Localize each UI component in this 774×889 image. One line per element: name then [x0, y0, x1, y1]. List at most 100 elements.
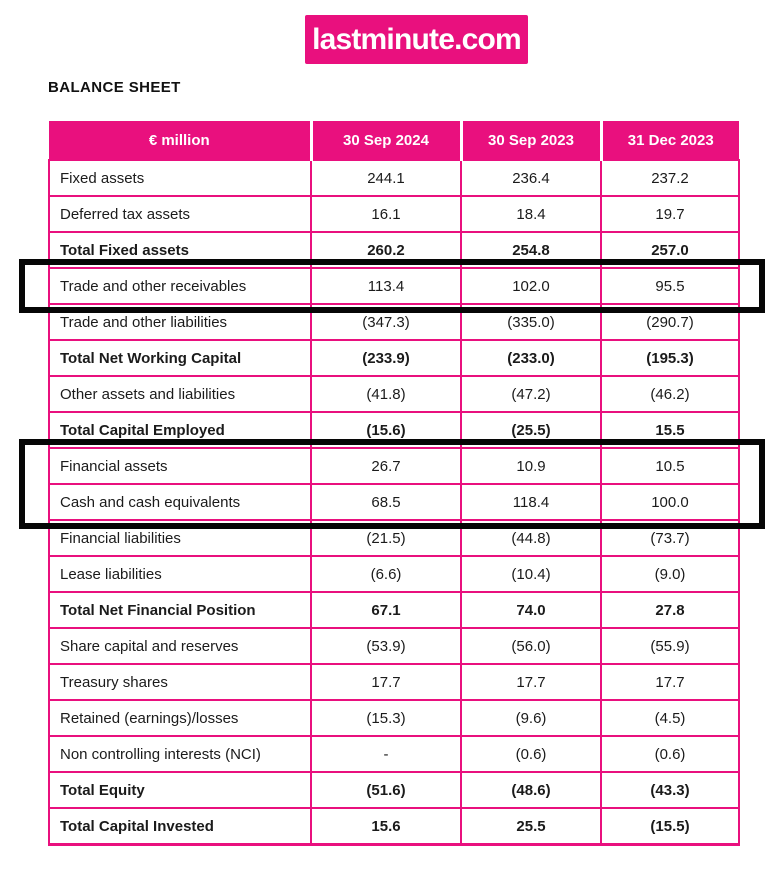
- row-value: 100.0: [600, 483, 740, 521]
- row-value: -: [310, 735, 462, 773]
- row-label: Financial assets: [48, 447, 312, 485]
- table-row: Financial assets 26.7 10.9 10.5: [48, 447, 740, 485]
- row-value: (0.6): [460, 735, 602, 773]
- row-value: 113.4: [310, 267, 462, 305]
- table-row: Trade and other receivables 113.4 102.0 95.…: [48, 267, 740, 305]
- row-label: Total Capital Employed: [48, 411, 312, 449]
- row-label: Retained (earnings)/losses: [48, 699, 312, 737]
- table-header-row: € million 30 Sep 2024 30 Sep 2023 31 Dec…: [49, 121, 739, 161]
- row-label: Trade and other receivables: [48, 267, 312, 305]
- row-label: Total Equity: [48, 771, 312, 809]
- row-value: (56.0): [460, 627, 602, 665]
- table-row: Lease liabilities (6.6) (10.4) (9.0): [48, 555, 740, 593]
- column-header-31-dec-2023: 31 Dec 2023: [599, 121, 739, 161]
- row-label: Financial liabilities: [48, 519, 312, 557]
- row-value: (9.0): [600, 555, 740, 593]
- row-value: (15.6): [310, 411, 462, 449]
- row-value: 17.7: [460, 663, 602, 701]
- row-value: 17.7: [310, 663, 462, 701]
- column-header-30-sep-2023: 30 Sep 2023: [459, 121, 601, 161]
- table-row: Other assets and liabilities (41.8) (47.2)…: [48, 375, 740, 413]
- row-value: (47.2): [460, 375, 602, 413]
- row-value: (9.6): [460, 699, 602, 737]
- row-value: 237.2: [600, 159, 740, 197]
- row-value: (290.7): [600, 303, 740, 341]
- row-value: 67.1: [310, 591, 462, 629]
- table-body: Fixed assets 244.1 236.4 237.2 Deferred tax …: [48, 159, 740, 846]
- row-value: (44.8): [460, 519, 602, 557]
- row-value: 244.1: [310, 159, 462, 197]
- row-value: (347.3): [310, 303, 462, 341]
- row-label: Fixed assets: [48, 159, 312, 197]
- row-value: 257.0: [600, 231, 740, 269]
- row-value: 102.0: [460, 267, 602, 305]
- row-value: (10.4): [460, 555, 602, 593]
- row-value: 236.4: [460, 159, 602, 197]
- table-row: Total Equity (51.6) (48.6) (43.3): [48, 771, 740, 809]
- row-value: (73.7): [600, 519, 740, 557]
- row-value: (6.6): [310, 555, 462, 593]
- row-label: Total Net Working Capital: [48, 339, 312, 377]
- row-value: (15.5): [600, 807, 740, 846]
- row-value: 18.4: [460, 195, 602, 233]
- column-header-metric: € million: [49, 121, 311, 161]
- row-value: (0.6): [600, 735, 740, 773]
- row-value: 17.7: [600, 663, 740, 701]
- row-value: 15.5: [600, 411, 740, 449]
- row-value: (53.9): [310, 627, 462, 665]
- row-value: (195.3): [600, 339, 740, 377]
- row-label: Lease liabilities: [48, 555, 312, 593]
- balance-sheet-table: € million 30 Sep 2024 30 Sep 2023 31 Dec…: [48, 121, 740, 846]
- row-value: 68.5: [310, 483, 462, 521]
- row-label: Share capital and reserves: [48, 627, 312, 665]
- table-row: Treasury shares 17.7 17.7 17.7: [48, 663, 740, 701]
- row-value: 26.7: [310, 447, 462, 485]
- table-row: Total Net Financial Position 67.1 74.0 27.8: [48, 591, 740, 629]
- table-row: Non controlling interests (NCI) - (0.6) (0.…: [48, 735, 740, 773]
- table-row: Total Capital Employed (15.6) (25.5) 15.5: [48, 411, 740, 449]
- row-label: Trade and other liabilities: [48, 303, 312, 341]
- row-value: (25.5): [460, 411, 602, 449]
- table-row: Retained (earnings)/losses (15.3) (9.6) (4.…: [48, 699, 740, 737]
- table-row: Financial liabilities (21.5) (44.8) (73.7): [48, 519, 740, 557]
- row-value: 19.7: [600, 195, 740, 233]
- table-row: Cash and cash equivalents 68.5 118.4 100.0: [48, 483, 740, 521]
- row-value: (41.8): [310, 375, 462, 413]
- table-row: Fixed assets 244.1 236.4 237.2: [48, 159, 740, 197]
- row-value: (4.5): [600, 699, 740, 737]
- column-header-30-sep-2024: 30 Sep 2024: [309, 121, 461, 161]
- row-value: (51.6): [310, 771, 462, 809]
- row-value: 10.5: [600, 447, 740, 485]
- row-value: 95.5: [600, 267, 740, 305]
- row-value: (21.5): [310, 519, 462, 557]
- row-label: Non controlling interests (NCI): [48, 735, 312, 773]
- table-row: Deferred tax assets 16.1 18.4 19.7: [48, 195, 740, 233]
- row-value: 118.4: [460, 483, 602, 521]
- table-row: Total Fixed assets 260.2 254.8 257.0: [48, 231, 740, 269]
- logo-text: lastminute.com: [312, 22, 522, 56]
- row-value: (43.3): [600, 771, 740, 809]
- row-value: 16.1: [310, 195, 462, 233]
- table-row: Trade and other liabilities (347.3) (335.0…: [48, 303, 740, 341]
- page-title: BALANCE SHEET: [48, 79, 181, 96]
- row-value: 254.8: [460, 231, 602, 269]
- row-label: Other assets and liabilities: [48, 375, 312, 413]
- row-value: (55.9): [600, 627, 740, 665]
- table-row: Total Net Working Capital (233.9) (233.0)(…: [48, 339, 740, 377]
- row-value: (233.9): [310, 339, 462, 377]
- row-value: 10.9: [460, 447, 602, 485]
- row-value: (335.0): [460, 303, 602, 341]
- table-row: Total Capital Invested 15.6 25.5 (15.5): [48, 807, 740, 846]
- row-label: Treasury shares: [48, 663, 312, 701]
- row-value: (233.0): [460, 339, 602, 377]
- row-value: 260.2: [310, 231, 462, 269]
- row-label: Cash and cash equivalents: [48, 483, 312, 521]
- row-value: 27.8: [600, 591, 740, 629]
- row-value: 74.0: [460, 591, 602, 629]
- row-value: (15.3): [310, 699, 462, 737]
- row-label: Total Capital Invested: [48, 807, 312, 846]
- row-value: 25.5: [460, 807, 602, 846]
- lastminute-logo: lastminute.com: [305, 15, 528, 64]
- row-value: (48.6): [460, 771, 602, 809]
